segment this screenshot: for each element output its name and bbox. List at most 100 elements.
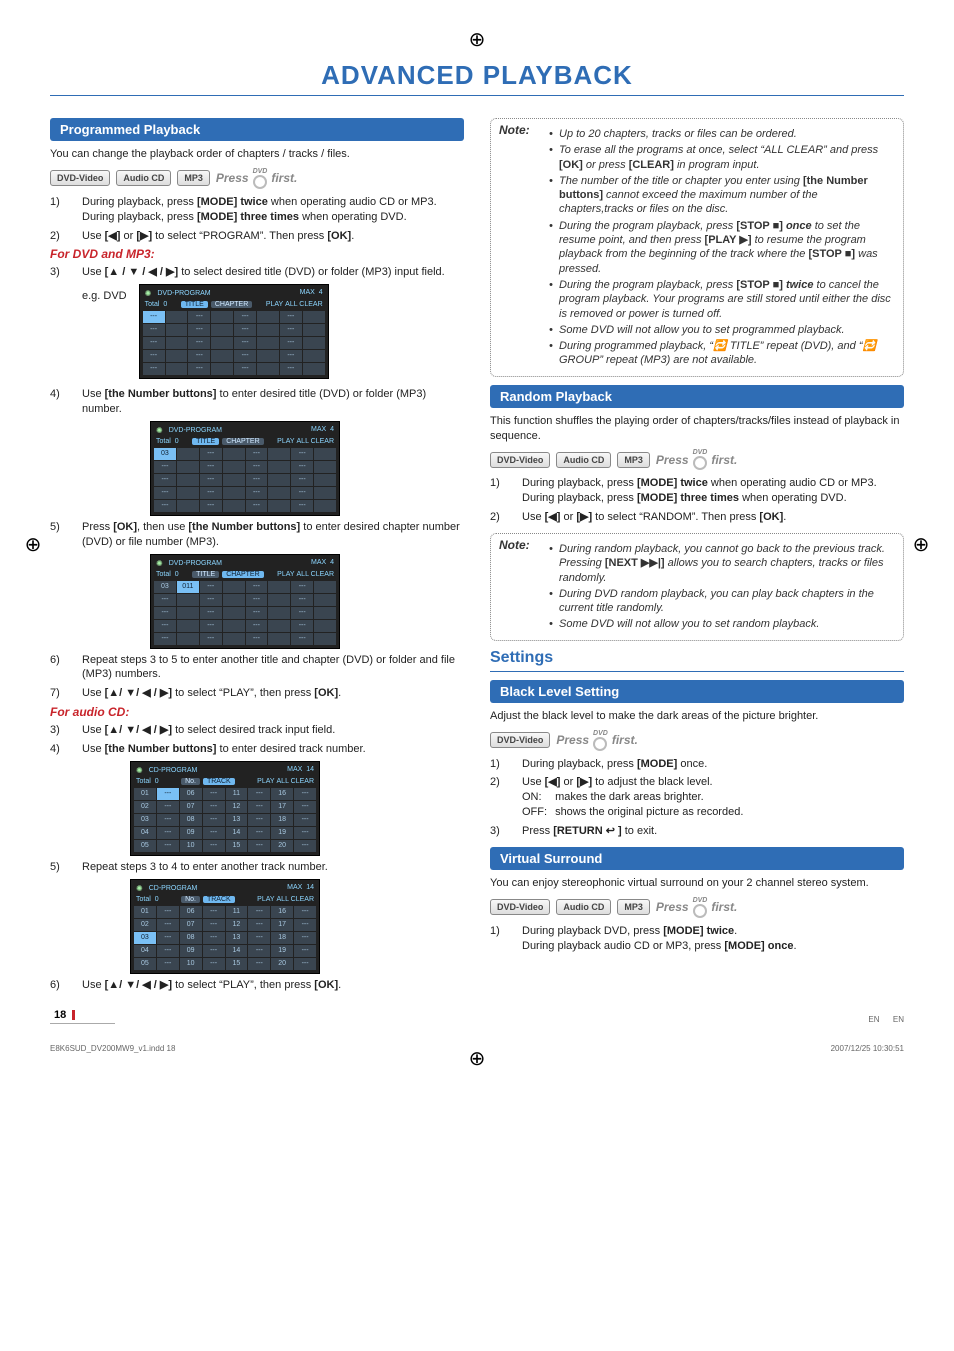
steps-programmed: 1) During playback, press [MODE] twice w… [50, 195, 464, 244]
media-row-4: DVD-Video Audio CD MP3 Press DVD first. [490, 897, 904, 918]
step-text: Press [RETURN ↩ ] to exit. [522, 824, 904, 839]
osd-allclear: ALL CLEAR [297, 438, 334, 445]
osd-title: DVD-PROGRAM [169, 427, 222, 434]
badge-audio-cd: Audio CD [116, 170, 171, 186]
circle-icon [253, 175, 267, 189]
on-val: makes the dark areas brighter. [555, 791, 704, 803]
for-dvd-mp3-subhead: For DVD and MP3: [50, 247, 464, 261]
badge-audio-cd: Audio CD [556, 899, 611, 915]
step-text: Repeat steps 3 to 5 to enter another tit… [82, 653, 464, 683]
osd-title: CD-PROGRAM [149, 767, 198, 774]
osd-dvd-1: ✺ DVD-PROGRAM MAX 4 Total 0 TITLE CHAPTE… [139, 284, 329, 379]
media-row-2: DVD-Video Audio CD MP3 Press DVD first. [490, 449, 904, 470]
note-box-2: Note: During random playback, you cannot… [490, 533, 904, 641]
osd-total-label: Total [136, 896, 151, 903]
media-row-3: DVD-Video Press DVD first. [490, 730, 904, 751]
press-label: Press [656, 453, 689, 467]
badge-dvd-video: DVD-Video [50, 170, 110, 186]
eg-dvd-row: e.g. DVD ✺ DVD-PROGRAM MAX 4 Total 0 TIT… [82, 284, 464, 379]
osd-grid: 03 [154, 448, 336, 512]
step-num: 3) [490, 824, 512, 839]
badge-dvd-video: DVD-Video [490, 732, 550, 748]
badge-dvd-video: DVD-Video [490, 899, 550, 915]
black-level-header: Black Level Setting [490, 680, 904, 703]
osd-max-label: MAX [287, 884, 302, 891]
circle-icon [693, 456, 707, 470]
step-text: Use [▲/ ▼/ ◀ / ▶] to select desired trac… [82, 723, 464, 738]
osd-col-track: TRACK [203, 896, 235, 903]
note-item: During the program playback, press [STOP… [549, 278, 895, 321]
step-num: 1) [50, 195, 72, 225]
osd-grid [143, 311, 325, 375]
reg-mark-bottom: ⊕ [466, 1049, 488, 1071]
osd-allclear: ALL CLEAR [297, 571, 334, 578]
osd-title: DVD-PROGRAM [157, 290, 210, 297]
osd-col-chapter: CHAPTER [222, 438, 263, 445]
osd-max-val: 14 [306, 884, 314, 891]
step-num: 4) [50, 387, 72, 417]
right-column: Note: Up to 20 chapters, tracks or files… [490, 110, 904, 997]
step-text: Use [◀] or [▶] to select “PROGRAM”. Then… [82, 229, 464, 244]
circle-icon [593, 737, 607, 751]
note-item: To erase all the programs at once, selec… [549, 143, 895, 172]
osd-total-val: 0 [155, 896, 159, 903]
dvd-small-label: DVD [693, 897, 708, 904]
osd-total-val: 0 [175, 438, 179, 445]
step-num: 1) [490, 924, 512, 954]
press-label: Press [656, 900, 689, 914]
reg-mark-right: ⊕ [910, 535, 932, 557]
step-text: During playback DVD, press [MODE] twice.… [522, 924, 904, 954]
gear-icon: ✺ [136, 766, 143, 775]
step-num: 3) [50, 723, 72, 738]
dvd-button-icon: DVD [693, 449, 708, 470]
osd-allclear: ALL CLEAR [277, 896, 314, 903]
dvd-small-label: DVD [693, 449, 708, 456]
note-item: During the program playback, press [STOP… [549, 219, 895, 276]
first-label: first. [711, 453, 737, 467]
settings-rule [490, 671, 904, 672]
eg-label: e.g. DVD [82, 284, 127, 302]
step-num: 2) [490, 775, 512, 820]
badge-mp3: MP3 [617, 452, 650, 468]
footer-right: 2007/12/25 10:30:51 [831, 1044, 904, 1053]
step-text: Use [◀] or [▶] to adjust the black level… [522, 775, 904, 820]
step-text: During playback, press [MODE] twice when… [82, 195, 464, 225]
osd-play: PLAY [277, 438, 294, 445]
osd-max-val: 14 [306, 766, 314, 773]
page-number-value: 18 [54, 1009, 66, 1021]
step-text: Repeat steps 3 to 4 to enter another tra… [82, 860, 464, 875]
random-playback-header: Random Playback [490, 385, 904, 408]
press-label: Press [556, 733, 589, 747]
step-num: 1) [490, 757, 512, 772]
badge-dvd-video: DVD-Video [490, 452, 550, 468]
osd-col-chapter: CHAPTER [222, 571, 263, 578]
step-text: Use [▲/ ▼/ ◀ / ▶] to select “PLAY”, then… [82, 686, 464, 701]
step-num: 1) [490, 476, 512, 506]
black-intro: Adjust the black level to make the dark … [490, 709, 904, 724]
press-first-2: Press DVD first. [656, 449, 738, 470]
steps-vs: 1) During playback DVD, press [MODE] twi… [490, 924, 904, 954]
programmed-intro: You can change the playback order of cha… [50, 147, 464, 162]
page-number: 18 [50, 1007, 115, 1024]
osd-dvd-2: ✺ DVD-PROGRAM MAX 4 Total 0 TITLE CHAPTE… [150, 421, 340, 516]
step-num: 4) [50, 742, 72, 757]
step-text: Press [OK], then use [the Number buttons… [82, 520, 464, 550]
columns: Programmed Playback You can change the p… [50, 110, 904, 997]
badge-mp3: MP3 [617, 899, 650, 915]
osd-max-val: 4 [330, 426, 334, 433]
badge-mp3: MP3 [177, 170, 210, 186]
press-first-4: Press DVD first. [656, 897, 738, 918]
osd-max-val: 4 [319, 289, 323, 296]
steps-dvd-mp3-4: 6) Repeat steps 3 to 5 to enter another … [50, 653, 464, 702]
note-item: During random playback, you cannot go ba… [549, 542, 895, 585]
dvd-button-icon: DVD [253, 168, 268, 189]
press-first-1: Press DVD first. [216, 168, 298, 189]
gear-icon: ✺ [156, 426, 163, 435]
osd-dvd-3: ✺ DVD-PROGRAM MAX 4 Total 0 TITLE CHAPTE… [150, 554, 340, 649]
steps-black: 1) During playback, press [MODE] once. 2… [490, 757, 904, 839]
gear-icon: ✺ [136, 884, 143, 893]
press-label: Press [216, 171, 249, 185]
dvd-small-label: DVD [593, 730, 608, 737]
note-item: During programmed playback, “🔁 TITLE” re… [549, 339, 895, 368]
steps-random: 1) During playback, press [MODE] twice w… [490, 476, 904, 525]
